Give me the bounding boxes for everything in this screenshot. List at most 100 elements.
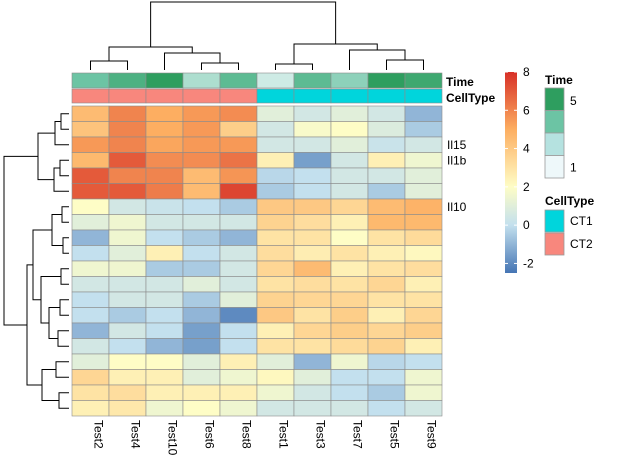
heatmap-cell (404, 121, 443, 138)
heatmap-cell (367, 229, 406, 246)
heatmap-cell (404, 322, 443, 339)
heatmap-cell (330, 260, 369, 277)
celltype-annotation-cell (182, 88, 221, 104)
celltype-annotation-cell (367, 88, 406, 104)
heatmap-cell (108, 291, 147, 308)
heatmap-cell (145, 322, 184, 339)
heatmap-cell (330, 183, 369, 200)
heatmap-cell (330, 152, 369, 169)
celltype-annotation-cell (256, 88, 295, 104)
heatmap-cell (293, 167, 332, 184)
heatmap-cell (330, 214, 369, 231)
heatmap-cell (256, 198, 295, 215)
heatmap-cell (404, 183, 443, 200)
celltype-legend-title: CellType (545, 194, 594, 208)
heatmap-cell (330, 369, 369, 386)
column-dendrogram-branch (275, 63, 313, 70)
heatmap-cell (182, 183, 221, 200)
heatmap-cell (330, 229, 369, 246)
color-scale-tick-label: 4 (523, 142, 530, 156)
row-dendrogram-branch (3, 155, 38, 326)
heatmap-cell (330, 167, 369, 184)
heatmap-cell (367, 307, 406, 324)
heatmap-cell (182, 384, 221, 401)
time-legend-swatch (544, 155, 565, 179)
heatmap-cell (367, 291, 406, 308)
heatmap-cell (145, 245, 184, 262)
heatmap-cell (367, 245, 406, 262)
color-scale-tick-label: 2 (523, 180, 530, 194)
time-legend-swatch (544, 87, 565, 111)
heatmap-cell (219, 322, 258, 339)
heatmap-cell (256, 322, 295, 339)
heatmap-cell (182, 167, 221, 184)
heatmap-cell (145, 276, 184, 293)
heatmap-cell (256, 245, 295, 262)
heatmap-cell (367, 276, 406, 293)
heatmap-cell (219, 291, 258, 308)
column-label: Test5 (388, 420, 402, 449)
heatmap-cell (404, 307, 443, 324)
celltype-annotation-cell (145, 88, 184, 104)
heatmap-cell (293, 369, 332, 386)
time-legend-swatch (544, 110, 565, 134)
row-dendrogram-branch (61, 206, 69, 223)
heatmap-cell (256, 136, 295, 153)
color-scale-tick-label: 0 (523, 218, 530, 232)
heatmap-cell (108, 322, 147, 339)
column-label: Test2 (92, 420, 106, 449)
time-annotation-cell (330, 72, 369, 89)
heatmap-cell (367, 353, 406, 370)
heatmap-cell (182, 276, 221, 293)
heatmap-cell (256, 400, 295, 417)
heatmap-cell (330, 105, 369, 122)
heatmap-cell (145, 105, 184, 122)
heatmap-cell (293, 136, 332, 153)
heatmap-cell (145, 307, 184, 324)
heatmap-cell (71, 307, 110, 324)
row-dendrogram-branch (62, 237, 69, 254)
heatmap-cell (71, 152, 110, 169)
heatmap-cells (71, 105, 443, 417)
heatmap-cell (108, 260, 147, 277)
heatmap-cell (108, 167, 147, 184)
heatmap-cell (145, 152, 184, 169)
celltype-annotation-cell (404, 88, 443, 104)
heatmap-cell (330, 121, 369, 138)
heatmap-cell (219, 384, 258, 401)
column-dendrogram-branch (386, 59, 424, 70)
heatmap-cell (145, 167, 184, 184)
time-legend-label: 5 (570, 94, 577, 108)
heatmap-cell (145, 136, 184, 153)
heatmap-cell (367, 400, 406, 417)
celltype-legend-swatch (544, 209, 565, 233)
heatmap-cell (71, 229, 110, 246)
heatmap-cell (404, 338, 443, 355)
time-annotation-cell (256, 72, 295, 89)
heatmap-cell (367, 322, 406, 339)
heatmap-cell (293, 384, 332, 401)
time-annotation-cell (367, 72, 406, 89)
row-dendrogram-branch (37, 132, 55, 181)
heatmap-cell (404, 291, 443, 308)
time-annotation-cell (71, 72, 110, 89)
heatmap-cell (145, 214, 184, 231)
heatmap-cell (256, 152, 295, 169)
annotation-labels: Time CellType (446, 75, 495, 105)
row-dendrogram-branch (53, 167, 69, 192)
heatmap-cell (404, 245, 443, 262)
column-label: Test10 (166, 420, 180, 456)
heatmap-cell (145, 260, 184, 277)
heatmap-cell (108, 400, 147, 417)
heatmap-cell (293, 152, 332, 169)
time-annotation-cell (145, 72, 184, 89)
heatmap-cell (182, 214, 221, 231)
row-dendrogram-branch (58, 392, 69, 409)
column-label: Test9 (425, 420, 439, 449)
heatmap-cell (182, 260, 221, 277)
celltype-annotation-cell (330, 88, 369, 104)
heatmap-cell (404, 276, 443, 293)
row-dendrogram-branch (59, 299, 69, 316)
heatmap-cell (108, 353, 147, 370)
heatmap-cell (182, 291, 221, 308)
